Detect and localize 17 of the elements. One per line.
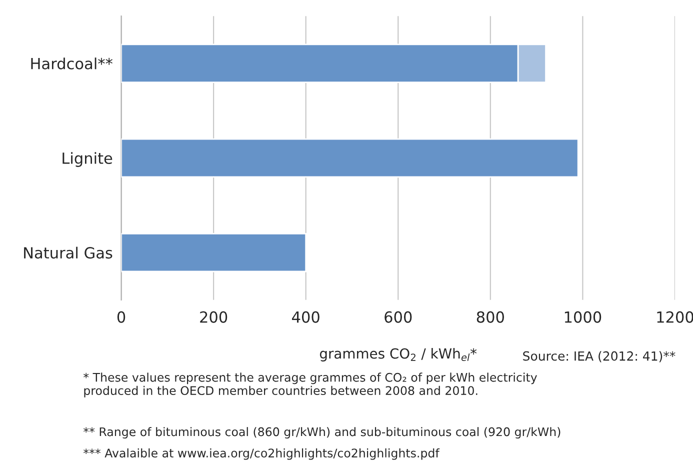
- x-tick-label: 1000: [564, 311, 602, 323]
- x-axis-title: grammes CO$_{2}$ / kWh$_{el}$*: [320, 348, 477, 362]
- text: ** Range of bituminous coal (860 gr/kWh) and sub-bituminous coal (920 gr/kWh): [84, 427, 560, 439]
- x-tick-label: 0: [117, 311, 126, 323]
- x-tick-label: 400: [292, 311, 320, 323]
- x-tick-label: 1200: [657, 311, 693, 323]
- y-tick-label: Hardcoal**: [31, 58, 112, 70]
- x-tick-label: 600: [384, 311, 412, 323]
- x-tick-label: 200: [200, 311, 228, 323]
- bar: [121, 138, 579, 178]
- y-tick-label: Natural Gas: [24, 246, 112, 259]
- bar: [121, 232, 307, 272]
- text: *** Avalaible at www.iea.org/co2highlights/co2highlights.pdf: [84, 448, 440, 460]
- y-tick-label: Lignite: [62, 152, 112, 167]
- text: * These values represent the average grammes of CO₂ of per kWh electricity produced in the OECD member countries between 2008 and 2010.: [84, 372, 538, 398]
- source-note: Source: IEA (2012: 41)**: [523, 351, 676, 362]
- x-tick-label: 800: [476, 311, 504, 323]
